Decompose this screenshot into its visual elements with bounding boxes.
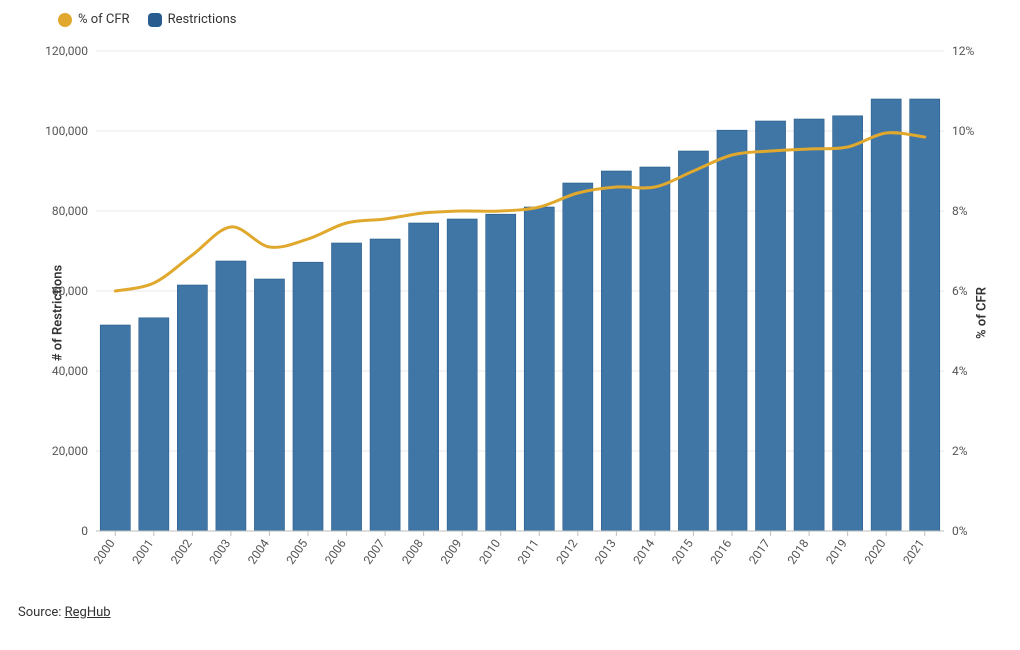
source-note: Source: RegHub (18, 605, 1002, 620)
svg-text:0: 0 (81, 524, 88, 538)
bar (563, 183, 593, 531)
bar (678, 151, 708, 531)
bar (833, 116, 863, 531)
chart-svg: 020,00040,00060,00080,000100,000120,0000… (18, 33, 1002, 593)
legend-bar-label: Restrictions (168, 12, 237, 27)
source-prefix: Source: (18, 605, 65, 620)
bar (177, 285, 207, 531)
bar (332, 243, 362, 531)
svg-text:0%: 0% (952, 524, 968, 538)
svg-text:2006: 2006 (322, 536, 349, 566)
svg-text:2010: 2010 (476, 536, 503, 566)
svg-text:2020: 2020 (862, 536, 889, 566)
bar (293, 262, 323, 531)
svg-text:100,000: 100,000 (45, 124, 88, 138)
bar (756, 121, 786, 531)
line-swatch (58, 13, 72, 27)
svg-text:2008: 2008 (399, 536, 426, 566)
svg-text:2013: 2013 (592, 537, 619, 567)
legend-item-line: % of CFR (58, 12, 130, 27)
svg-text:2021: 2021 (900, 537, 927, 567)
svg-text:2000: 2000 (91, 536, 118, 566)
svg-text:2004: 2004 (245, 536, 272, 566)
legend-item-bar: Restrictions (148, 12, 237, 27)
bar (139, 318, 169, 531)
bar (717, 130, 747, 531)
svg-text:20,000: 20,000 (52, 444, 88, 458)
svg-text:12%: 12% (952, 44, 974, 58)
legend: % of CFR Restrictions (18, 12, 1002, 27)
svg-text:4%: 4% (952, 364, 968, 378)
svg-text:2007: 2007 (361, 536, 388, 566)
svg-text:8%: 8% (952, 204, 968, 218)
left-axis-label: # of Restrictions (51, 265, 66, 361)
right-axis-label: % of CFR (975, 287, 990, 339)
bar (871, 99, 901, 531)
chart-container: # of Restrictions % of CFR 0 20,000 40,000… (18, 33, 1002, 593)
bar (794, 119, 824, 531)
bar (524, 207, 554, 531)
bar (254, 279, 284, 531)
bar-swatch (148, 13, 162, 27)
svg-text:2002: 2002 (168, 536, 195, 566)
source-link[interactable]: RegHub (65, 605, 111, 620)
bar (409, 223, 439, 531)
bar (601, 171, 631, 531)
svg-text:2005: 2005 (284, 536, 311, 566)
svg-text:120,000: 120,000 (45, 44, 88, 58)
svg-text:6%: 6% (952, 284, 968, 298)
bar (216, 261, 246, 531)
svg-text:2014: 2014 (630, 536, 657, 566)
bar (640, 167, 670, 531)
legend-line-label: % of CFR (78, 12, 130, 27)
bar (486, 214, 516, 531)
svg-text:2017: 2017 (746, 536, 773, 566)
svg-text:80,000: 80,000 (52, 204, 88, 218)
svg-text:2018: 2018 (785, 536, 812, 566)
svg-text:2%: 2% (952, 444, 968, 458)
svg-text:2011: 2011 (515, 537, 542, 567)
bar (447, 219, 477, 531)
svg-text:2001: 2001 (129, 537, 156, 567)
svg-text:2016: 2016 (708, 536, 735, 566)
svg-text:40,000: 40,000 (52, 364, 88, 378)
svg-text:2009: 2009 (438, 537, 465, 567)
svg-text:2019: 2019 (823, 537, 850, 567)
bar (370, 239, 400, 531)
svg-text:2015: 2015 (669, 536, 696, 566)
bar (910, 99, 940, 531)
svg-text:2003: 2003 (206, 537, 233, 567)
svg-text:10%: 10% (952, 124, 974, 138)
svg-text:2012: 2012 (553, 536, 580, 566)
bar (100, 325, 130, 531)
